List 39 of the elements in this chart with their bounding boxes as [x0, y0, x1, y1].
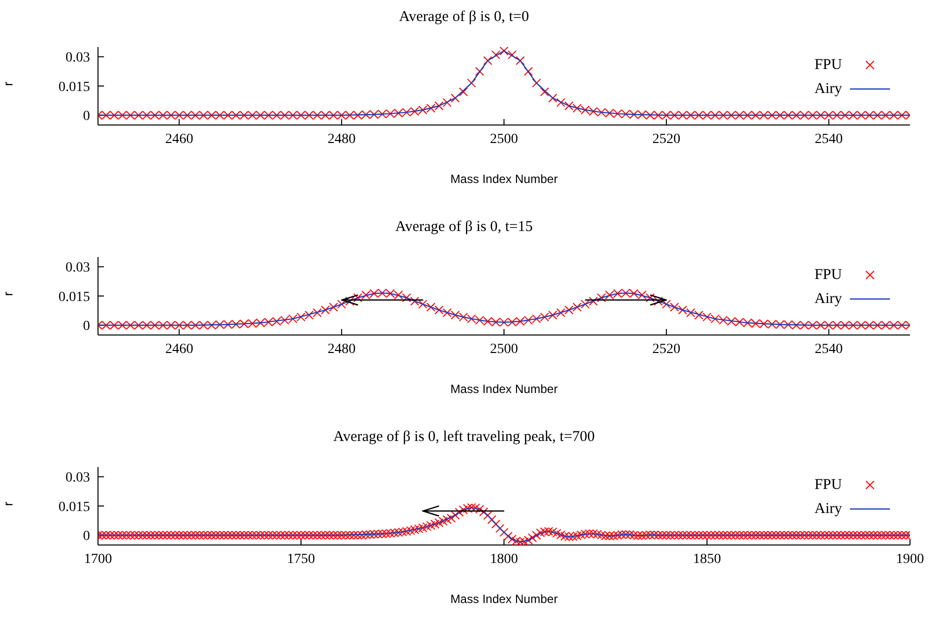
x-tick-label: 2460 — [165, 342, 194, 357]
x-tick-label: 2480 — [328, 342, 356, 357]
y-tick-label: 0.03 — [66, 260, 90, 276]
y-tick-label: 0.015 — [58, 80, 90, 95]
x-tick-label: 2520 — [652, 132, 680, 147]
x-tick-label: 1750 — [287, 552, 315, 567]
y-tick-label: 0 — [83, 319, 90, 334]
x-tick-label: 1800 — [490, 552, 518, 567]
chart-title: Average of β is 0, t=0 — [398, 8, 530, 27]
x-tick-label: 1850 — [693, 552, 721, 567]
legend-label: Airy — [814, 290, 842, 308]
x-tick-label: 1900 — [896, 552, 924, 567]
x-axis-title: Mass Index Number — [449, 592, 559, 606]
y-tick-label: 0 — [83, 109, 90, 124]
x-tick-label: 1700 — [84, 552, 112, 567]
legend-label: Airy — [814, 500, 842, 518]
x-tick-label: 2540 — [814, 132, 843, 147]
legend-label: Airy — [814, 80, 842, 98]
x-tick-label: 2460 — [165, 132, 194, 147]
x-tick-label: 2500 — [490, 132, 518, 147]
x-tick-label: 2480 — [328, 132, 356, 147]
legend-label: FPU — [814, 56, 842, 74]
x-axis-title: Mass Index Number — [449, 382, 559, 396]
y-tick-label: 0.015 — [58, 500, 90, 515]
y-tick-label: 0.03 — [66, 50, 90, 66]
chart-title: Average of β is 0, left traveling peak, t=700 — [332, 428, 596, 447]
y-tick-label: 0.015 — [58, 290, 90, 305]
legend-label: FPU — [814, 476, 842, 494]
y-axis-title: r — [0, 291, 16, 296]
x-tick-label: 2540 — [814, 342, 843, 357]
x-tick-label: 2520 — [652, 342, 680, 357]
x-tick-label: 2500 — [490, 342, 518, 357]
legend-label: FPU — [814, 266, 842, 284]
y-axis-title: r — [0, 501, 16, 506]
y-tick-label: 0.03 — [66, 470, 90, 486]
chart-title: Average of β is 0, t=15 — [394, 218, 534, 237]
y-tick-label: 0 — [83, 529, 90, 544]
x-axis-title: Mass Index Number — [449, 172, 559, 186]
y-axis-title: r — [0, 81, 16, 86]
